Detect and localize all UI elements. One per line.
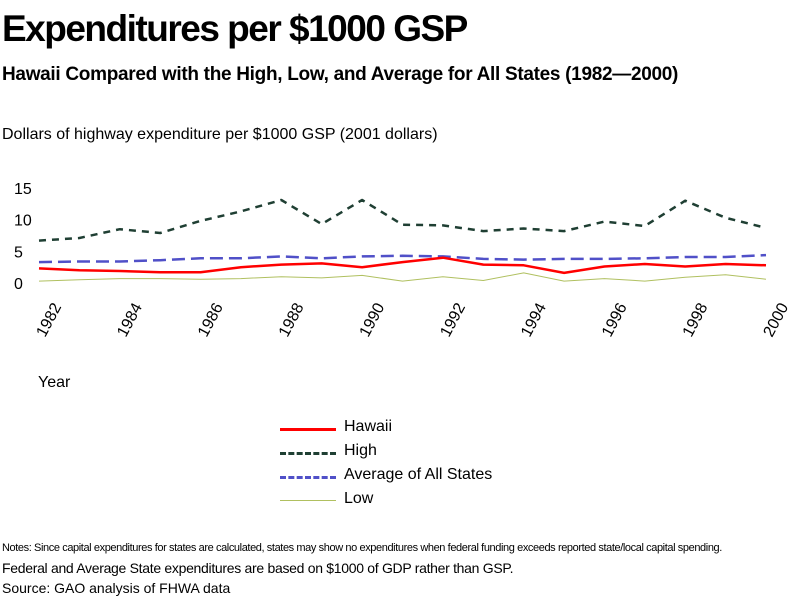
legend-label-hawaii: Hawaii bbox=[344, 418, 393, 435]
y-tick-label-15: 15 bbox=[14, 181, 32, 198]
x-tick-label-1988: 1988 bbox=[276, 300, 308, 339]
legend-swatch-low bbox=[280, 500, 336, 501]
x-tick-label-1998: 1998 bbox=[680, 300, 712, 339]
chart-notes-line2: Federal and Average State expenditures a… bbox=[2, 560, 514, 576]
chart-source: Source: GAO analysis of FHWA data bbox=[2, 580, 231, 596]
legend-label-low: Low bbox=[344, 490, 374, 507]
series-line-hawaii bbox=[38, 256, 767, 275]
series-line-average-of-all-states bbox=[38, 253, 767, 264]
x-tick-label-1986: 1986 bbox=[195, 300, 227, 339]
y-tick-label-10: 10 bbox=[14, 213, 32, 230]
x-tick-label-1990: 1990 bbox=[357, 300, 389, 339]
x-tick-label-1996: 1996 bbox=[599, 300, 631, 339]
chart-title: Expenditures per $1000 GSP bbox=[2, 8, 468, 49]
line-chart: 0 5 10 15 1982 1984 1986 1988 1990 1992 1994 1996 19… bbox=[14, 181, 793, 340]
legend-swatch-high bbox=[280, 452, 336, 455]
y-tick-label-0: 0 bbox=[14, 276, 23, 293]
series-line-high bbox=[38, 198, 767, 242]
legend-label-high: High bbox=[344, 442, 377, 459]
series-line-low bbox=[38, 272, 767, 282]
x-tick-label-1982: 1982 bbox=[34, 300, 66, 339]
x-tick-label-1992: 1992 bbox=[437, 300, 469, 339]
legend-label-average: Average of All States bbox=[344, 466, 493, 483]
x-axis-label: Year bbox=[38, 374, 71, 391]
legend-swatch-average bbox=[280, 476, 336, 479]
x-tick-label-2000: 2000 bbox=[761, 300, 793, 339]
y-axis-units-label: Dollars of highway expenditure per $1000… bbox=[2, 126, 438, 143]
legend-swatch-hawaii bbox=[280, 428, 336, 431]
y-tick-label-5: 5 bbox=[14, 244, 23, 261]
chart-subtitle: Hawaii Compared with the High, Low, and … bbox=[2, 64, 679, 85]
chart-notes: Notes: Since capital expenditures for st… bbox=[2, 542, 722, 554]
x-tick-label-1984: 1984 bbox=[114, 300, 146, 339]
x-tick-label-1994: 1994 bbox=[518, 300, 550, 339]
